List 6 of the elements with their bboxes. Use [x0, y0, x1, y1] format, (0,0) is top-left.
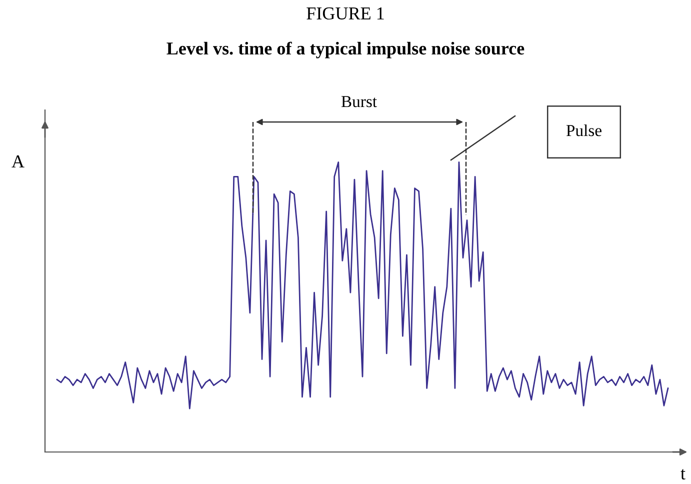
chart-subtitle: Level vs. time of a typical impulse noise source [166, 42, 524, 58]
x-axis-title: t [680, 469, 686, 480]
y-axis-title: A [12, 155, 24, 168]
text: Pulse [566, 124, 602, 136]
chart-title: FIGURE 1 [306, 7, 384, 20]
text: Burst [341, 96, 377, 108]
